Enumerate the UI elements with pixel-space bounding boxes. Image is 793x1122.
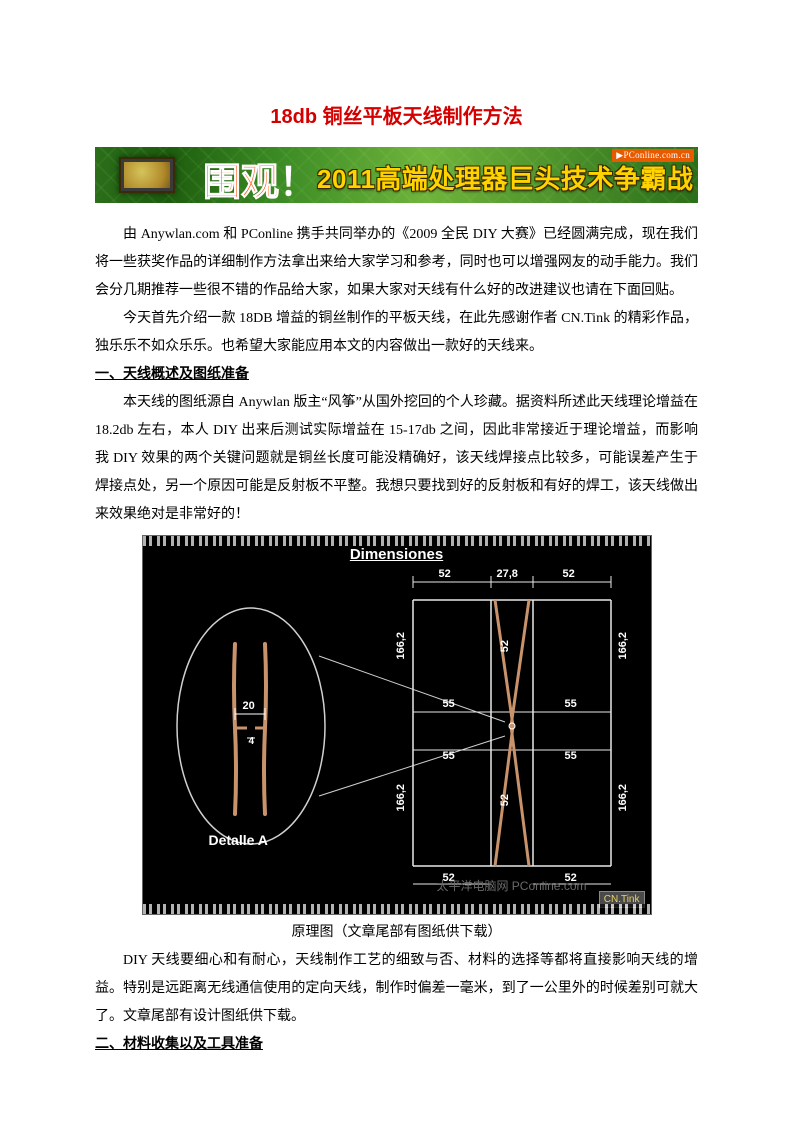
zoom-line-bot bbox=[319, 736, 505, 796]
paragraph-intro-1: 由 Anywlan.com 和 PConline 携手共同举办的《2009 全民… bbox=[95, 221, 698, 305]
ad-banner[interactable]: ▶PConline.com.cn 围观！ 2011高端处理器巨头技术争霸战 bbox=[95, 147, 698, 203]
banner-chip-graphic bbox=[119, 157, 175, 193]
page-title: 18db 铜丝平板天线制作方法 bbox=[95, 100, 698, 129]
mid-55-tl: 55 bbox=[443, 698, 455, 710]
diagram-watermark: 太平洋电脑网 PConline.com bbox=[436, 877, 586, 894]
paragraph-advice: DIY 天线要细心和有耐心，天线制作工艺的细致与否、材料的选择等都将直接影响天线… bbox=[95, 947, 698, 1031]
mid-55-br: 55 bbox=[565, 750, 577, 762]
diagram-svg bbox=[143, 536, 652, 915]
paragraph-intro-2: 今天首先介绍一款 18DB 增益的铜丝制作的平板天线，在此先感谢作者 CN.Ti… bbox=[95, 305, 698, 361]
side-166-br: 166,2 bbox=[617, 784, 629, 812]
antenna-schematic: Dimensiones bbox=[142, 535, 652, 915]
banner-callout: 围观！ bbox=[203, 151, 317, 203]
top-dim-52b: 52 bbox=[563, 568, 575, 580]
side-166-tr: 166,2 bbox=[617, 632, 629, 660]
center-wire-right bbox=[511, 600, 529, 866]
inner-52-t: 52 bbox=[499, 640, 511, 652]
mid-55-tr: 55 bbox=[565, 698, 577, 710]
detail-ellipse bbox=[177, 608, 325, 844]
torn-edge-bottom bbox=[143, 904, 651, 914]
banner-headline: 2011高端处理器巨头技术争霸战 bbox=[317, 159, 693, 196]
mid-55-bl: 55 bbox=[443, 750, 455, 762]
detail-a-label: Detalle A bbox=[209, 832, 268, 848]
diagram-container: Dimensiones bbox=[142, 535, 652, 915]
top-dim-52a: 52 bbox=[439, 568, 451, 580]
banner-exclaim: ！ bbox=[279, 162, 317, 203]
inner-52-b: 52 bbox=[499, 794, 511, 806]
dim-label-4: 4 bbox=[249, 736, 255, 747]
document-page: 18db 铜丝平板天线制作方法 ▶PConline.com.cn 围观！ 201… bbox=[0, 0, 793, 1099]
banner-callout-text: 围观 bbox=[203, 162, 279, 203]
diagram-caption: 原理图（文章尾部有图纸供下载） bbox=[95, 919, 698, 947]
dim-label-20: 20 bbox=[243, 700, 255, 712]
section-heading-2: 二、材料收集以及工具准备 bbox=[95, 1031, 698, 1059]
side-166-bl: 166,2 bbox=[395, 784, 407, 812]
top-dim-278: 27,8 bbox=[497, 568, 518, 580]
paragraph-overview: 本天线的图纸源自 Anywlan 版主“风筝”从国外挖回的个人珍藏。据资料所述此… bbox=[95, 389, 698, 529]
section-heading-1: 一、天线概述及图纸准备 bbox=[95, 361, 698, 389]
side-166-tl: 166,2 bbox=[395, 632, 407, 660]
